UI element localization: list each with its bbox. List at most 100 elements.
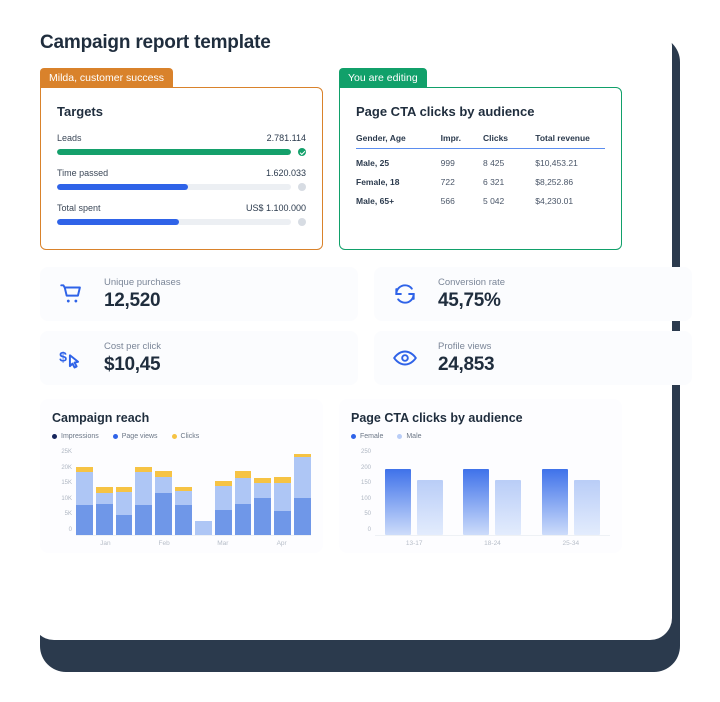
bar-group-18-24 [453,452,531,535]
cell-impressions: 566 [440,196,455,206]
bar-segment [234,503,252,535]
bar-segment [175,491,192,506]
y-tick: 150 [360,480,371,487]
kpi-label: Cost per click [104,340,162,352]
x-tick: 18-24 [484,540,501,547]
kpi-label: Profile views [438,340,492,352]
bar-segment [155,470,173,477]
bar-stack [175,452,192,535]
report-content: Campaign report template Milda, customer… [40,32,692,553]
progress-track [57,149,291,155]
bar-stack [234,452,252,535]
bar-segment [115,486,133,492]
legend-label: Male [406,433,422,440]
kpi-card-unique-purchases[interactable]: Unique purchases 12,520 [40,267,358,321]
table-row: Female, 18 722 6 321 $8,252.86 [356,168,605,187]
y-tick: 50 [364,511,371,518]
bar-segment [214,485,232,511]
kpi-value: 12,520 [104,289,161,311]
pending-dot-icon [298,183,306,191]
legend-item-female[interactable]: Female [351,433,383,440]
y-axis: 250 200 150 100 50 0 [351,449,375,533]
target-value: US$ 1.100.000 [245,203,306,213]
targets-card-title: Targets [57,104,103,119]
bar-segment [175,486,192,492]
bar-segment [135,505,153,535]
legend-item-page-views[interactable]: Page views [112,433,158,440]
cell-impressions: 722 [440,177,455,187]
targets-card-body: Targets Leads 2.781.114 [40,87,323,250]
bar-segment [254,498,272,535]
kpi-value: 45,75% [438,289,501,311]
y-tick: 0 [68,526,72,533]
bar-segment [254,477,272,483]
x-tick: Jan [100,540,111,547]
bar-segment [95,492,113,505]
legend-dot-icon [112,434,118,439]
column-header-clicks: Clicks [482,133,536,149]
y-tick: 100 [360,495,371,502]
shopping-cart-icon [54,281,88,307]
table-row: Male, 25 999 8 425 $10,453.21 [356,149,605,168]
svg-text:$: $ [59,348,67,364]
bar-group [76,452,311,536]
campaign-reach-plot: 25K 20K 15K 10K 5K 0 [52,449,311,536]
y-tick: 200 [360,464,371,471]
legend-item-clicks[interactable]: Clicks [171,433,199,440]
bar-segment [95,504,113,535]
y-tick: 25K [61,449,72,455]
cell-clicks: 6 321 [482,177,505,187]
targets-card: Milda, customer success Targets Leads 2.… [40,68,323,251]
bar-segment [155,476,173,493]
bar-group-13-17 [375,452,453,535]
bar-stack [155,452,173,535]
audience-card-title: Page CTA clicks by audience [356,104,535,119]
bar-segment [194,521,212,535]
bar-stack [294,452,311,535]
cell-segment: Female, 18 [356,177,400,187]
progress-fill [57,219,179,225]
bar-segment [76,471,93,506]
kpi-card-cost-per-click[interactable]: $ Cost per click $10,45 [40,331,358,385]
cell-clicks: 8 425 [482,158,505,168]
column-header-impressions: Impr. [440,133,483,149]
bar-segment [294,456,311,498]
bar-female [541,468,568,535]
legend-item-male[interactable]: Male [397,433,422,440]
audience-card-tab[interactable]: You are editing [339,68,427,88]
targets-card-tab[interactable]: Milda, customer success [40,68,173,88]
charts-row: Campaign reach Impressions Page views Cl… [40,399,692,553]
bar-group [375,452,610,536]
target-label: Total spent [57,203,101,213]
cell-impressions: 999 [440,158,455,168]
x-tick: Feb [158,540,170,547]
cell-segment: Male, 25 [356,158,390,168]
kpi-card-profile-views[interactable]: Profile views 24,853 [374,331,692,385]
y-tick: 5K [64,511,72,518]
refresh-icon [388,281,422,307]
y-tick: 20K [61,464,72,471]
x-axis: 13-17 18-24 25-34 [375,540,610,547]
legend-dot-icon [171,434,177,439]
legend-item-impressions[interactable]: Impressions [52,433,99,440]
x-tick: 13-17 [405,540,423,547]
bar-segment [214,480,232,486]
chart-legend: Impressions Page views Clicks [52,433,311,440]
bar-segment [214,510,232,535]
bar-female [385,468,412,535]
progress-track [57,219,291,225]
bar-segment [95,486,113,493]
kpi-card-conversion-rate[interactable]: Conversion rate 45,75% [374,267,692,321]
bar-female [463,468,490,535]
progress-track [57,184,291,190]
cost-per-click-icon: $ [54,345,88,371]
cell-revenue: $4,230.01 [535,196,574,206]
chart-title: Page CTA clicks by audience [351,411,523,425]
bar-segment [274,476,292,483]
page-title: Campaign report template [40,32,271,53]
bar-segment [76,505,93,535]
table-header-row: Gender, Age Impr. Clicks Total revenue [356,133,605,149]
y-tick: 250 [360,449,371,455]
target-row-leads: Leads 2.781.114 [57,133,306,156]
